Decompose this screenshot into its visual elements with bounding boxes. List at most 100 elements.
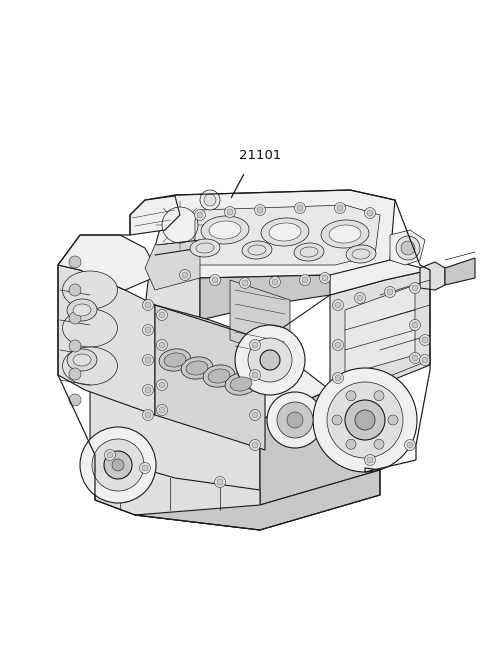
Ellipse shape [201,216,249,244]
Circle shape [374,440,384,449]
Circle shape [248,338,292,382]
Ellipse shape [181,357,213,379]
Circle shape [69,256,81,268]
Circle shape [194,210,205,221]
Circle shape [156,310,168,320]
Circle shape [364,208,375,219]
Circle shape [337,205,343,211]
Circle shape [235,325,305,395]
Circle shape [269,276,280,288]
Polygon shape [155,305,265,450]
Ellipse shape [62,271,118,309]
Circle shape [252,442,258,448]
Circle shape [69,312,81,324]
Circle shape [200,190,220,210]
Ellipse shape [208,369,230,383]
Ellipse shape [225,373,257,395]
Circle shape [252,342,258,348]
Circle shape [215,476,226,487]
Circle shape [105,449,116,460]
Circle shape [332,415,342,425]
Ellipse shape [352,249,370,259]
Circle shape [159,407,165,413]
Circle shape [277,402,313,438]
Circle shape [254,204,265,215]
Circle shape [355,293,365,303]
Circle shape [145,387,151,393]
Ellipse shape [159,349,191,371]
Circle shape [143,324,154,335]
Circle shape [145,302,151,308]
Ellipse shape [67,299,97,321]
Circle shape [320,272,331,284]
Ellipse shape [196,243,214,253]
Circle shape [333,373,344,383]
Ellipse shape [190,239,220,257]
Circle shape [225,206,236,217]
Polygon shape [150,190,395,278]
Circle shape [396,236,420,260]
Circle shape [345,400,385,440]
Circle shape [409,282,420,293]
Circle shape [104,451,132,479]
Circle shape [295,202,305,214]
Polygon shape [260,385,380,505]
Polygon shape [420,262,445,290]
Circle shape [364,455,375,466]
Circle shape [420,354,431,365]
Circle shape [260,350,280,370]
Circle shape [69,394,81,406]
Circle shape [346,391,356,401]
Ellipse shape [186,361,208,375]
Circle shape [257,207,263,213]
Polygon shape [345,285,415,375]
Circle shape [374,391,384,401]
Circle shape [287,412,303,428]
Circle shape [412,355,418,361]
Polygon shape [90,370,260,505]
Polygon shape [145,240,200,290]
Circle shape [182,272,188,278]
Circle shape [401,241,415,255]
Circle shape [267,392,323,448]
Polygon shape [58,235,160,290]
Circle shape [409,352,420,364]
Circle shape [252,412,258,418]
Circle shape [333,299,344,310]
Circle shape [69,284,81,296]
Circle shape [407,442,413,448]
Circle shape [300,274,311,286]
Circle shape [159,312,165,318]
Ellipse shape [346,245,376,263]
Ellipse shape [73,354,91,366]
Circle shape [159,382,165,388]
Polygon shape [230,280,290,360]
Circle shape [313,368,417,472]
Ellipse shape [242,241,272,259]
Ellipse shape [248,245,266,255]
Circle shape [250,369,261,381]
Ellipse shape [62,347,118,385]
Circle shape [250,409,261,421]
Circle shape [357,295,363,301]
Circle shape [250,440,261,451]
Circle shape [107,452,113,458]
Ellipse shape [230,377,252,391]
Circle shape [217,479,223,485]
Circle shape [112,459,124,471]
Circle shape [143,384,154,396]
Circle shape [156,339,168,350]
Polygon shape [390,230,425,265]
Circle shape [412,322,418,328]
Circle shape [142,465,148,471]
Ellipse shape [321,220,369,248]
Circle shape [422,357,428,363]
Ellipse shape [73,304,91,316]
Circle shape [227,209,233,215]
Circle shape [212,277,218,283]
Polygon shape [145,265,200,320]
Circle shape [302,277,308,283]
Polygon shape [58,265,155,415]
Circle shape [272,279,278,285]
Ellipse shape [329,225,361,243]
